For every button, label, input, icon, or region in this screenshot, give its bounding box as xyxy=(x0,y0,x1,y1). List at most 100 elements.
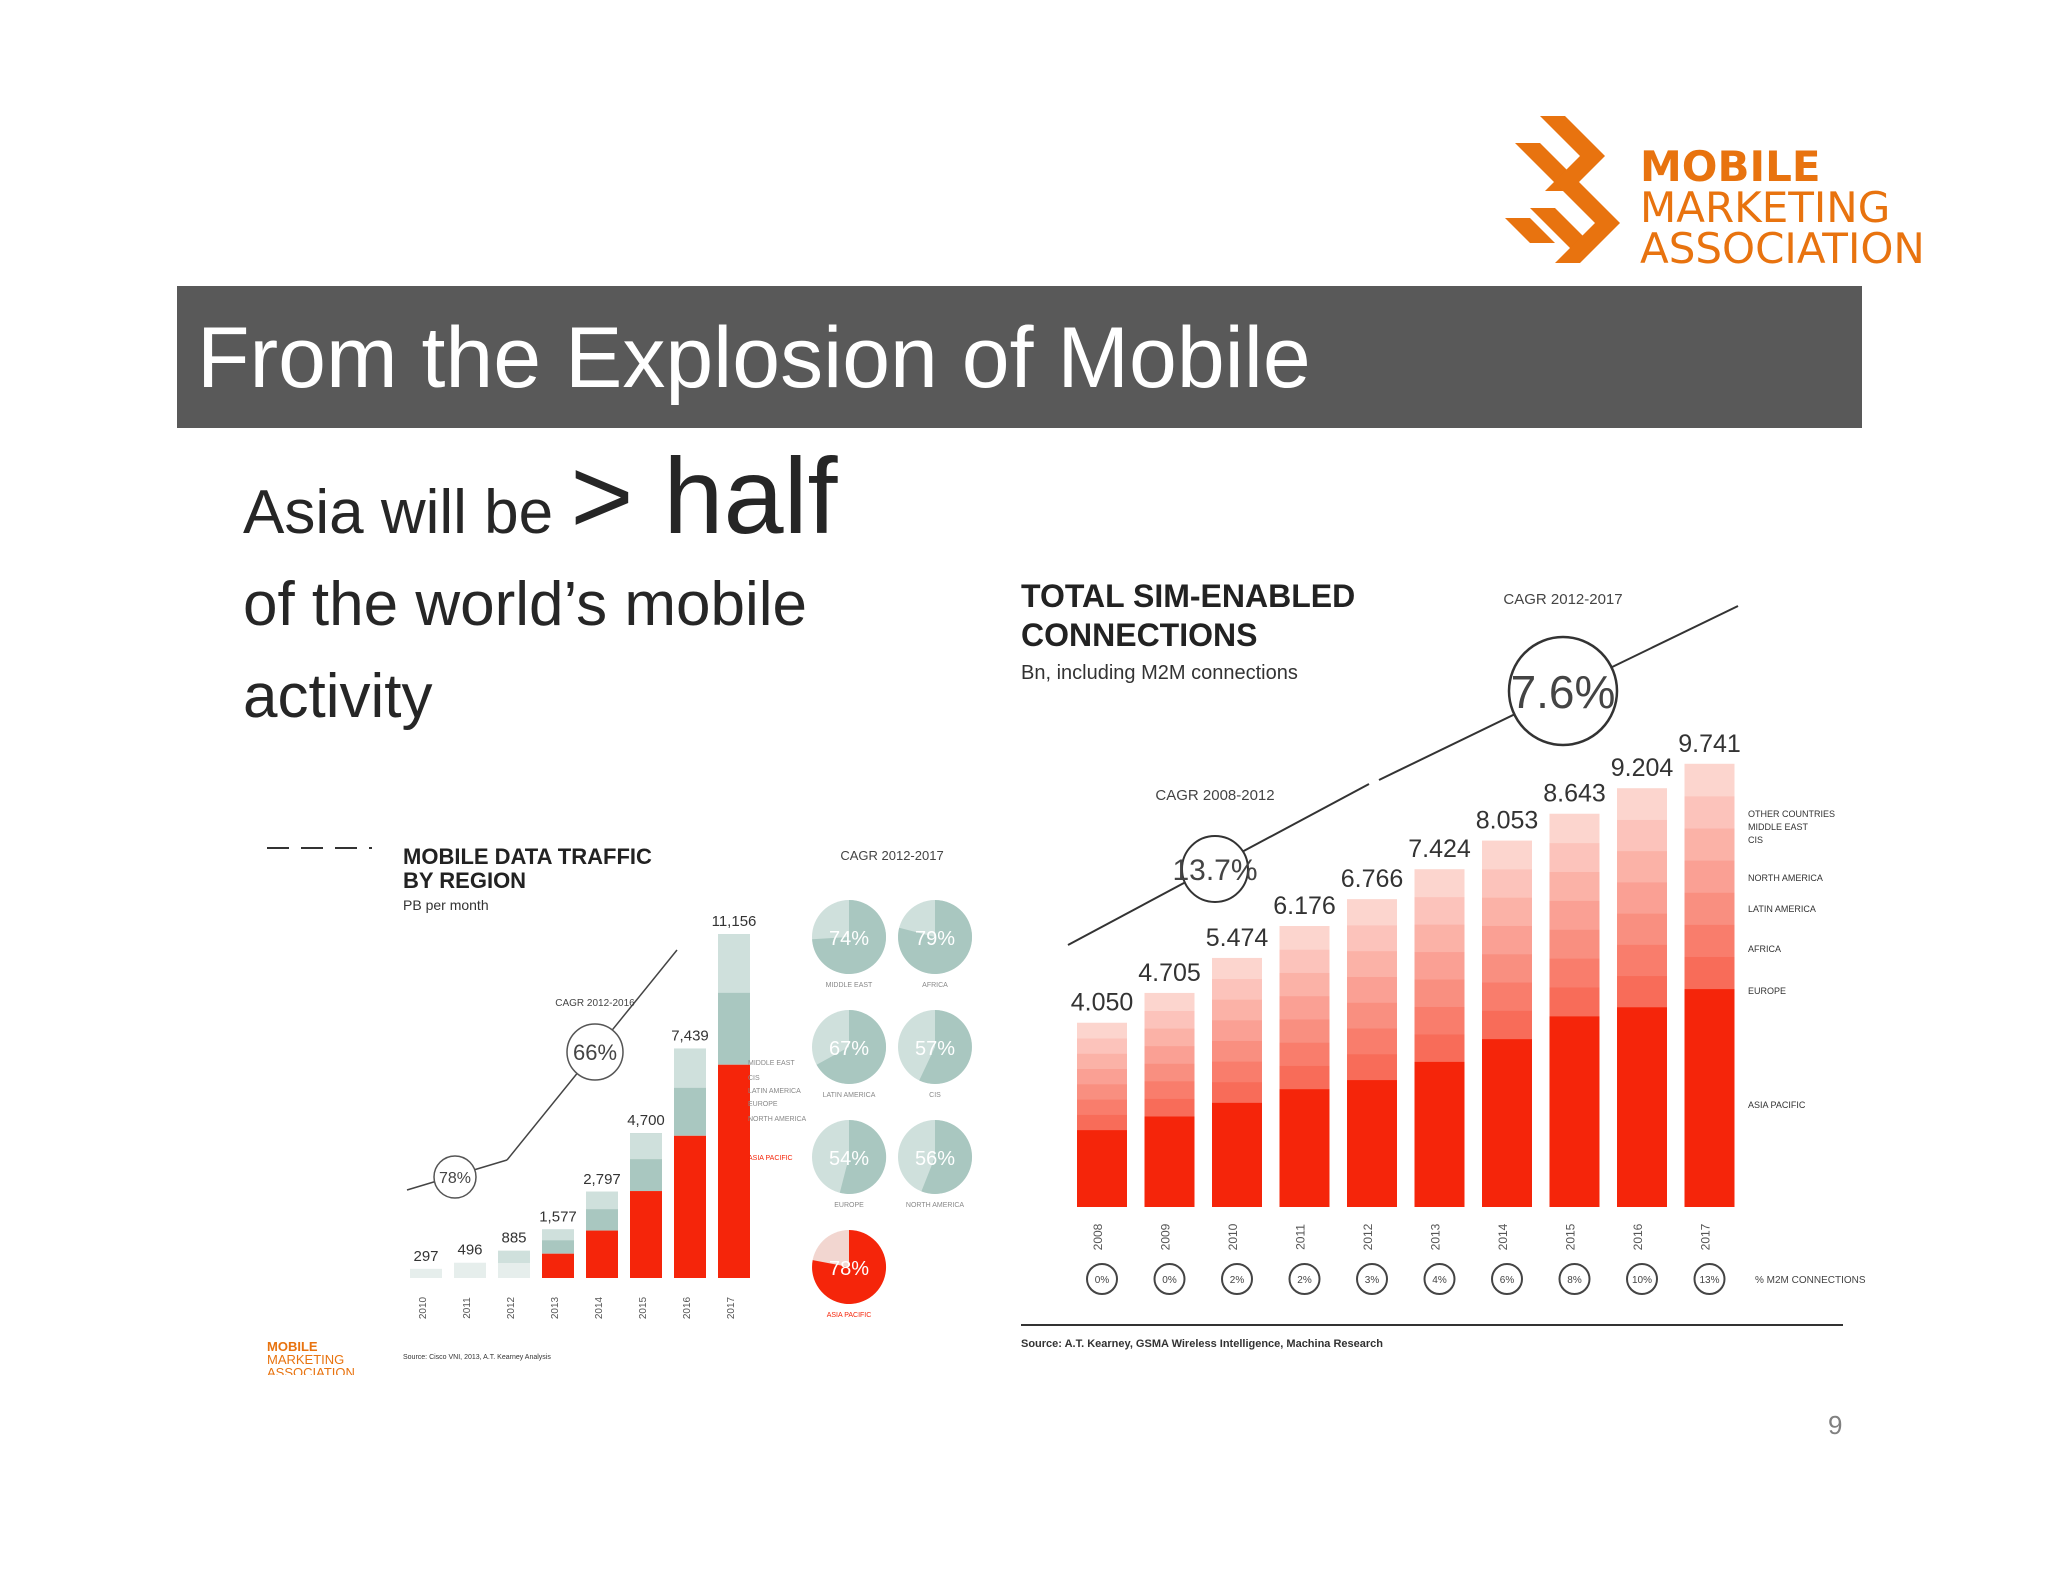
left-region-pie-slice xyxy=(919,1010,972,1084)
right-bar-band xyxy=(1347,1002,1397,1029)
left-bar-2013 xyxy=(542,1229,574,1278)
left-cagr-circle-early xyxy=(433,1155,477,1199)
right-bar-band xyxy=(1347,950,1397,977)
right-bar-band xyxy=(1414,924,1465,953)
right-bar-2016 xyxy=(1617,788,1667,1207)
right-bar-band xyxy=(1414,1006,1465,1035)
right-x-tick-label: 2010 xyxy=(1226,1223,1240,1250)
right-m2m-circle xyxy=(1693,1263,1726,1295)
right-bar-band xyxy=(1549,900,1600,930)
left-x-tick-label: 2015 xyxy=(638,1296,649,1319)
left-bar-2015 xyxy=(630,1133,662,1278)
slide-title: From the Explosion of Mobile xyxy=(197,310,1311,406)
right-bar-band xyxy=(1347,899,1397,926)
logo-line-3: ASSOCIATION xyxy=(1640,224,1925,273)
right-bar-asia xyxy=(1549,1015,1600,1207)
logo-line-2: MARKETING xyxy=(1640,183,1891,232)
right-bar-2014 xyxy=(1482,840,1532,1207)
body-lead: Asia will be xyxy=(243,478,554,547)
left-legend-item: EUROPE xyxy=(748,1101,778,1108)
left-region-pie-label: CIS xyxy=(929,1092,941,1099)
right-bar-band xyxy=(1077,1053,1127,1070)
body-emphasis: > half xyxy=(570,435,838,556)
right-bar-2015 xyxy=(1549,813,1600,1207)
right-x-tick-label: 2013 xyxy=(1429,1223,1443,1250)
right-bar-2008 xyxy=(1077,1022,1127,1207)
right-value-label: 4.705 xyxy=(1138,959,1201,987)
left-region-pie-slice xyxy=(812,900,887,974)
right-bar-band xyxy=(1482,840,1532,870)
right-chart-source: Source: A.T. Kearney, GSMA Wireless Inte… xyxy=(1021,1338,1383,1350)
left-region-pie xyxy=(898,1010,972,1084)
left-region-pie-label: AFRICA xyxy=(922,982,948,989)
left-bar-asia xyxy=(630,1191,662,1278)
right-m2m-value: 8% xyxy=(1567,1275,1582,1286)
left-chart-title-line-2: BY REGION xyxy=(403,868,526,893)
right-bar-band xyxy=(1144,1080,1195,1099)
left-mini-logo-text: ASSOCIATION xyxy=(267,1365,355,1375)
right-bar-band xyxy=(1617,975,1667,1008)
right-bar-asia xyxy=(1279,1088,1330,1207)
left-value-label: 885 xyxy=(501,1230,526,1247)
right-bar-band xyxy=(1414,896,1465,925)
right-x-tick-label: 2012 xyxy=(1361,1223,1375,1250)
right-value-label: 9.204 xyxy=(1611,754,1674,782)
right-bar-band xyxy=(1617,881,1667,914)
left-region-pie-label: NORTH AMERICA xyxy=(906,1202,965,1209)
right-bar-band xyxy=(1144,1045,1195,1064)
slide-body: Asia will be > half of the world’s mobil… xyxy=(243,442,963,743)
left-cagr-mid-value: 66% xyxy=(573,1040,617,1065)
left-chart-source: Source: Cisco VNI, 2013, A.T. Kearney An… xyxy=(403,1354,551,1361)
left-bar-other xyxy=(410,1268,442,1278)
right-bar-band xyxy=(1617,944,1667,977)
right-bar-band xyxy=(1549,842,1600,873)
right-bar-band xyxy=(1414,1033,1465,1062)
right-bar-band xyxy=(1279,972,1330,997)
right-bar-band xyxy=(1077,1068,1127,1085)
right-m2m-value: 3% xyxy=(1365,1275,1380,1286)
right-bar-band xyxy=(1482,868,1532,898)
body-rest: of the world’s mobile activity xyxy=(243,570,808,731)
left-mini-logo-text: MARKETING xyxy=(267,1352,344,1367)
left-x-tick-label: 2017 xyxy=(726,1296,737,1319)
left-region-pie-value: 57% xyxy=(915,1038,955,1060)
left-region-pie-value: 56% xyxy=(915,1148,955,1170)
left-bar-upper xyxy=(630,1133,662,1160)
right-m2m-circle xyxy=(1221,1263,1253,1295)
right-bar-band xyxy=(1684,860,1735,893)
right-bar-band xyxy=(1617,913,1667,945)
right-chart-title-line-2: CONNECTIONS xyxy=(1021,617,1257,653)
right-m2m-value: 13% xyxy=(1699,1275,1719,1286)
left-bar-other xyxy=(454,1262,486,1278)
left-legend-item: NORTH AMERICA xyxy=(748,1116,807,1123)
right-bar-band xyxy=(1212,978,1262,1000)
right-bar-asia xyxy=(1617,1006,1667,1207)
left-bar-2017 xyxy=(718,934,750,1278)
left-region-pie xyxy=(898,900,973,974)
right-m2m-value: 2% xyxy=(1230,1275,1245,1286)
right-legend-item: CIS xyxy=(1748,835,1763,845)
left-region-pie xyxy=(812,1119,887,1194)
left-region-pie-value: 78% xyxy=(829,1258,869,1280)
right-m2m-circle xyxy=(1423,1263,1456,1295)
right-bar-band xyxy=(1549,871,1600,901)
left-bar-2016 xyxy=(674,1048,706,1278)
right-bar-band xyxy=(1617,788,1667,820)
right-bar-band xyxy=(1077,1099,1127,1115)
right-value-label: 6.766 xyxy=(1341,865,1404,893)
left-x-tick-label: 2012 xyxy=(506,1296,517,1319)
left-region-pie-value: 54% xyxy=(829,1148,869,1170)
slide-number: 9 xyxy=(1828,1410,1843,1440)
left-region-pie xyxy=(812,900,887,974)
right-m2m-circle xyxy=(1153,1263,1186,1295)
right-legend-item: OTHER COUNTRIES xyxy=(1748,809,1835,819)
left-region-pie-slice xyxy=(921,1120,973,1194)
left-bar-upper xyxy=(674,1048,706,1088)
right-value-label: 7.424 xyxy=(1408,835,1471,863)
right-bar-band xyxy=(1684,828,1735,861)
right-bar-band xyxy=(1549,813,1600,844)
mma-logo-icon xyxy=(1505,116,1620,263)
left-mini-logo-text: MOBILE xyxy=(267,1339,318,1354)
right-bar-band xyxy=(1212,1081,1262,1103)
right-m2m-circle xyxy=(1288,1263,1321,1295)
